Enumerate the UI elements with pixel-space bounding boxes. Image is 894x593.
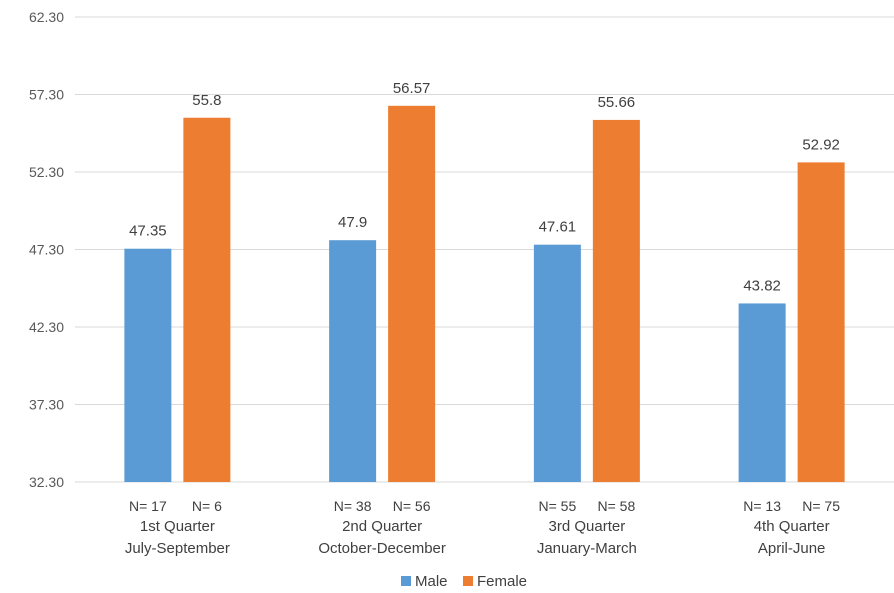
category-label-line1: 3rd Quarter [549,518,626,535]
data-label: 52.92 [802,136,840,153]
bar-male [533,244,581,482]
n-label: N= 58 [598,498,636,514]
y-tick-label: 52.30 [29,164,64,180]
n-label: N= 55 [539,498,577,514]
bar-male [124,248,172,482]
data-label: 55.66 [598,94,636,111]
data-label: 47.9 [338,214,367,231]
data-label: 55.8 [192,92,221,109]
data-label: 47.35 [129,223,167,240]
y-tick-label: 32.30 [29,474,64,490]
legend-swatch-female [463,576,473,586]
bar-male [738,303,786,482]
bar-female [183,117,231,482]
category-label-line2: July-September [125,540,230,557]
y-tick-label: 47.30 [29,242,64,258]
y-tick-label: 42.30 [29,319,64,335]
category-label-line1: 2nd Quarter [342,518,422,535]
bar-male [329,240,377,482]
category-label-line2: April-June [758,540,826,557]
bar-female [592,119,640,483]
n-label: N= 75 [802,498,840,514]
data-label: 43.82 [743,277,781,294]
bar-female [388,105,436,482]
category-label-line2: October-December [318,540,446,557]
n-label: N= 17 [129,498,167,514]
y-tick-label: 57.30 [29,87,64,103]
n-label: N= 6 [192,498,222,514]
legend-label-female: Female [477,573,527,590]
legend-swatch-male [401,576,411,586]
category-label-line1: 1st Quarter [140,518,215,535]
y-tick-label: 37.30 [29,397,64,413]
legend-label-male: Male [415,573,448,590]
data-label: 56.57 [393,80,431,97]
data-label: 47.61 [539,219,577,236]
category-label-line2: January-March [537,540,637,557]
bar-female [797,162,845,482]
y-tick-label: 62.30 [29,9,64,25]
n-label: N= 56 [393,498,431,514]
category-label-line1: 4th Quarter [754,518,830,535]
n-label: N= 13 [743,498,781,514]
n-label: N= 38 [334,498,372,514]
